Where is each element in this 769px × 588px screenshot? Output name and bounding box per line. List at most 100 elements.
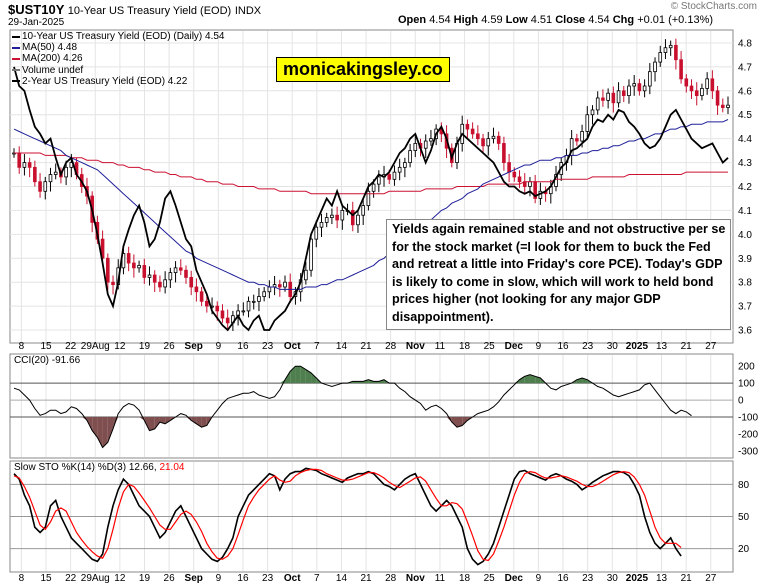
- price-candle: [17, 152, 22, 168]
- x-tick-label: 23: [262, 341, 274, 352]
- x-tick-label: 21: [681, 341, 693, 352]
- legend-item: MA(50) 4.48: [12, 42, 225, 53]
- cci-oversold-fill: [201, 417, 207, 428]
- legend-text: 10-Year US Treasury Yield (EOD) (Daily) …: [22, 31, 225, 42]
- price-candle: [319, 221, 324, 228]
- cci-oversold-fill: [191, 417, 197, 424]
- price-candle: [637, 83, 642, 92]
- legend-swatch: [12, 58, 20, 60]
- cci-y-tick-label: -100: [738, 413, 758, 424]
- price-candle: [262, 291, 266, 297]
- stoch-k-label: Slow STO %K(14) %D(3) 12.66,: [14, 462, 157, 473]
- exchange: INDX: [234, 5, 262, 17]
- stoch-y-tick-label: 50: [738, 512, 750, 523]
- legend-item: 2-Year US Treasury Yield (EOD) 4.22: [12, 76, 225, 87]
- x-tick-label: Sep: [185, 573, 203, 584]
- price-y-tick-label: 3.6: [738, 326, 752, 337]
- cci-y-tick-label: 100: [738, 379, 755, 390]
- price-candle: [184, 269, 188, 278]
- price-candle: [575, 138, 579, 142]
- legend-text: MA(200) 4.26: [22, 53, 83, 65]
- cci-overbought-fill: [576, 378, 583, 384]
- price-candle: [720, 104, 725, 108]
- cci-overbought-fill: [305, 369, 312, 384]
- price-candle: [491, 135, 496, 140]
- price-y-tick-label: 4.7: [738, 62, 752, 73]
- price-legend: 10-Year US Treasury Yield (EOD) (Daily) …: [12, 31, 225, 87]
- price-candle: [330, 214, 334, 218]
- cci-overbought-fill: [524, 374, 530, 384]
- price-candle: [397, 166, 402, 173]
- price-y-tick-label: 3.7: [738, 302, 752, 313]
- symbol: $UST10Y: [8, 2, 65, 17]
- price-candle: [642, 85, 647, 92]
- cci-overbought-fill: [300, 366, 306, 384]
- price-candle: [48, 174, 53, 183]
- x-tick-label: 23: [262, 573, 274, 584]
- cci-panel-frame: [9, 353, 734, 459]
- legend-item: 10-Year US Treasury Yield (EOD) (Daily) …: [12, 31, 225, 42]
- x-tick-label: Oct: [284, 573, 301, 584]
- stoch-d-line: [13, 468, 682, 562]
- x-tick-label: Dec: [505, 573, 524, 584]
- open-value: 4.54: [429, 14, 451, 26]
- price-candle: [658, 52, 663, 63]
- chg-value: +0.01 (+0.13%): [637, 14, 714, 26]
- price-candle: [43, 181, 48, 192]
- price-candle: [517, 176, 522, 183]
- price-y-tick-label: 4.1: [738, 206, 752, 217]
- cci-oversold-fill: [185, 417, 192, 421]
- price-candle: [392, 171, 397, 180]
- legend-text: 2-Year US Treasury Yield (EOD) 4.22: [22, 75, 188, 87]
- price-y-tick-label: 4.3: [738, 158, 752, 169]
- x-tick-label: 15: [40, 341, 52, 352]
- price-candle: [304, 269, 308, 281]
- price-y-tick-label: 4.8: [738, 38, 752, 49]
- low-value: 4.51: [530, 14, 553, 26]
- price-candle: [429, 138, 433, 142]
- price-candle: [189, 277, 193, 288]
- cci-oversold-fill: [165, 417, 171, 424]
- cci-oversold-fill: [154, 417, 160, 429]
- x-tick-label: 15: [40, 573, 52, 584]
- price-candle: [205, 300, 209, 307]
- price-candle: [27, 162, 32, 168]
- x-tick-label: 29Aug: [81, 573, 110, 584]
- cci-oversold-fill: [446, 417, 452, 423]
- x-tick-label: 16: [557, 341, 569, 352]
- price-candle: [611, 92, 616, 104]
- x-tick-label: 16: [237, 573, 249, 584]
- price-candle: [726, 104, 730, 108]
- price-candle: [257, 296, 261, 302]
- x-tick-label: 9: [216, 341, 222, 352]
- price-candle: [502, 143, 506, 163]
- brand-label: monicakingsley.co: [276, 57, 450, 82]
- price-candle: [700, 88, 704, 96]
- price-candle: [476, 133, 480, 140]
- ohlc-readout: Open 4.54 High 4.59 Low 4.51 Close 4.54 …: [398, 14, 713, 26]
- watermark: © StockCharts.com: [670, 1, 757, 12]
- price-candle: [653, 61, 657, 73]
- x-tick-label: 27: [705, 341, 717, 352]
- price-candle: [38, 181, 42, 192]
- price-candle: [142, 265, 147, 278]
- price-candle: [705, 78, 709, 89]
- x-tick-label: 16: [237, 341, 249, 352]
- price-candle: [194, 286, 199, 293]
- price-candle: [689, 85, 694, 92]
- price-candle: [408, 150, 412, 163]
- x-tick-label: 23: [582, 341, 594, 352]
- price-candle: [694, 90, 699, 96]
- cci-overbought-fill: [295, 366, 301, 384]
- x-tick-label: Nov: [406, 341, 425, 352]
- chart-header: $UST10Y 10-Year US Treasury Yield (EOD) …: [0, 0, 769, 32]
- x-tick-label: 7: [314, 341, 320, 352]
- legend-swatch: [12, 80, 20, 83]
- low-label: Low: [505, 14, 528, 26]
- ma50-line: [13, 119, 729, 290]
- cci-overbought-fill: [519, 376, 525, 384]
- price-candle: [225, 317, 230, 324]
- x-tick-label: 13: [656, 341, 668, 352]
- open-label: Open: [398, 14, 427, 26]
